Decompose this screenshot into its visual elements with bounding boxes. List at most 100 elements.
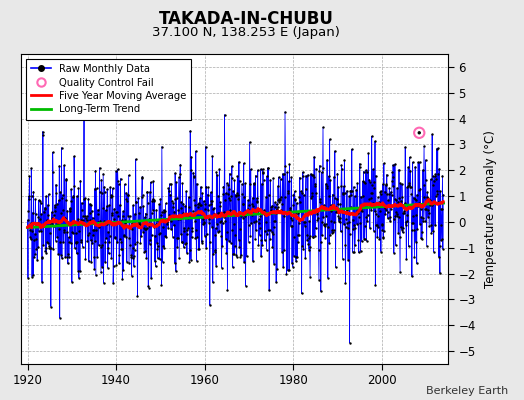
- Point: [137, 193, 146, 200]
- Point: [167, 226, 175, 232]
- Point: [225, 170, 234, 177]
- Point: [209, 250, 217, 257]
- Point: [173, 216, 182, 222]
- Point: [223, 287, 232, 293]
- Point: [194, 246, 203, 252]
- Point: [208, 153, 216, 159]
- Point: [51, 202, 59, 208]
- Point: [160, 208, 169, 215]
- Point: [347, 192, 356, 198]
- Point: [318, 169, 326, 176]
- Point: [190, 174, 198, 180]
- Point: [46, 244, 54, 251]
- Point: [281, 163, 290, 170]
- Point: [431, 222, 439, 228]
- Point: [318, 232, 326, 238]
- Point: [222, 236, 230, 242]
- Point: [203, 192, 212, 198]
- Point: [111, 235, 119, 242]
- Point: [265, 226, 274, 233]
- Point: [30, 231, 39, 237]
- Point: [415, 130, 423, 136]
- Point: [215, 219, 224, 225]
- Point: [347, 188, 355, 194]
- Point: [328, 230, 336, 236]
- Point: [312, 166, 320, 172]
- Point: [95, 164, 104, 171]
- Point: [324, 274, 332, 281]
- Point: [388, 169, 397, 176]
- Point: [25, 193, 33, 200]
- Point: [99, 242, 107, 249]
- Point: [116, 176, 125, 182]
- Point: [235, 244, 244, 250]
- Point: [390, 216, 398, 223]
- Point: [299, 246, 308, 252]
- Point: [94, 206, 102, 213]
- Point: [229, 188, 237, 194]
- Point: [123, 191, 132, 198]
- Point: [39, 242, 48, 249]
- Point: [315, 168, 323, 174]
- Point: [241, 213, 249, 220]
- Point: [39, 131, 47, 138]
- Point: [129, 263, 138, 269]
- Point: [279, 171, 288, 178]
- Point: [269, 175, 277, 182]
- Point: [87, 258, 95, 265]
- Point: [113, 238, 122, 245]
- Point: [358, 178, 367, 184]
- Point: [309, 234, 317, 240]
- Point: [256, 212, 265, 219]
- Point: [416, 221, 424, 228]
- Point: [396, 269, 405, 275]
- Point: [227, 193, 235, 199]
- Point: [73, 193, 81, 199]
- Point: [72, 230, 80, 236]
- Text: Berkeley Earth: Berkeley Earth: [426, 386, 508, 396]
- Point: [163, 220, 171, 227]
- Point: [426, 202, 434, 208]
- Point: [423, 207, 432, 213]
- Point: [403, 184, 411, 191]
- Point: [253, 198, 261, 204]
- Point: [268, 244, 277, 250]
- Point: [354, 205, 362, 211]
- Point: [73, 216, 82, 222]
- Point: [280, 194, 289, 200]
- Point: [400, 200, 409, 206]
- Point: [127, 272, 136, 279]
- Point: [250, 207, 259, 214]
- Point: [408, 159, 417, 165]
- Point: [342, 223, 350, 230]
- Point: [388, 183, 397, 189]
- Point: [124, 212, 132, 219]
- Point: [252, 227, 260, 234]
- Point: [272, 266, 281, 272]
- Point: [413, 203, 422, 210]
- Point: [275, 196, 283, 202]
- Point: [233, 173, 242, 180]
- Point: [196, 214, 205, 220]
- Point: [332, 196, 341, 202]
- Point: [365, 196, 374, 202]
- Point: [90, 227, 98, 233]
- Point: [60, 228, 68, 235]
- Point: [62, 177, 70, 183]
- Point: [191, 235, 200, 241]
- Point: [40, 206, 49, 212]
- Point: [64, 254, 73, 260]
- Point: [37, 228, 45, 235]
- Point: [280, 247, 289, 254]
- Point: [401, 204, 409, 211]
- Point: [212, 262, 220, 269]
- Point: [176, 161, 184, 168]
- Point: [69, 230, 77, 237]
- Point: [113, 166, 122, 172]
- Point: [210, 210, 219, 217]
- Point: [359, 192, 367, 199]
- Point: [238, 181, 246, 188]
- Point: [418, 215, 427, 221]
- Point: [256, 225, 264, 232]
- Point: [126, 242, 135, 248]
